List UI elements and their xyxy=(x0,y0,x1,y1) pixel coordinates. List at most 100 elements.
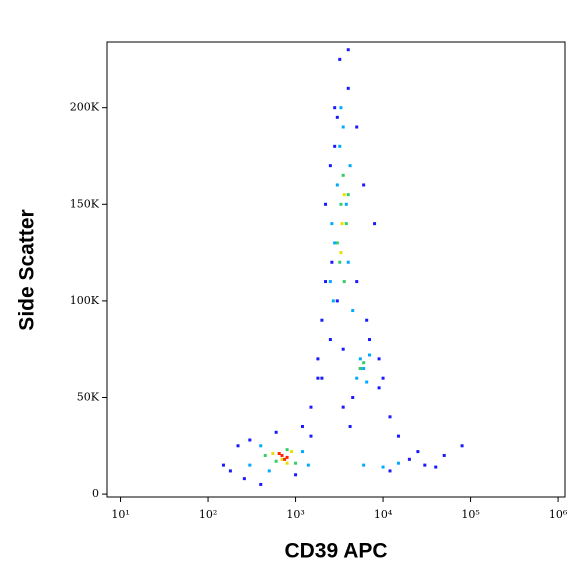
data-point xyxy=(396,434,400,438)
data-point xyxy=(300,450,304,454)
data-point xyxy=(423,463,427,467)
data-point xyxy=(344,222,348,226)
data-point xyxy=(341,173,345,177)
y-tick-label: 200K xyxy=(70,101,100,114)
data-point xyxy=(358,357,362,361)
data-point xyxy=(396,461,400,465)
x-tick-label: 10⁴ xyxy=(374,508,393,521)
y-tick-label: 150K xyxy=(70,197,100,210)
data-point xyxy=(434,465,438,469)
data-point xyxy=(341,405,345,409)
data-point xyxy=(335,183,339,187)
data-point xyxy=(373,222,377,226)
y-tick-label: 100K xyxy=(70,294,100,307)
data-point xyxy=(339,251,343,255)
data-point xyxy=(259,444,263,448)
data-point xyxy=(290,450,294,454)
data-point xyxy=(351,309,355,313)
data-point xyxy=(362,463,366,467)
data-point xyxy=(346,86,350,90)
data-point xyxy=(259,482,263,486)
data-point xyxy=(341,125,345,129)
data-point xyxy=(328,164,332,168)
data-point xyxy=(338,57,342,61)
data-point xyxy=(442,453,446,457)
data-point xyxy=(342,280,346,284)
data-point xyxy=(339,106,343,110)
data-point xyxy=(285,461,289,465)
data-point xyxy=(340,222,344,226)
data-point xyxy=(331,299,335,303)
data-point xyxy=(368,338,372,342)
data-point xyxy=(324,202,328,206)
data-point xyxy=(335,241,339,245)
data-point xyxy=(274,459,278,463)
y-tick-label: 50K xyxy=(77,390,100,403)
data-point xyxy=(236,444,240,448)
data-point xyxy=(338,260,342,264)
data-point xyxy=(362,183,366,187)
data-point xyxy=(267,469,271,473)
data-point xyxy=(333,144,337,148)
plot-frame xyxy=(106,41,566,498)
data-point xyxy=(338,144,342,148)
data-point xyxy=(381,465,385,469)
data-point xyxy=(330,222,334,226)
data-point xyxy=(362,361,366,365)
data-point xyxy=(365,318,369,322)
data-point xyxy=(294,473,298,477)
data-point xyxy=(300,424,304,428)
data-point xyxy=(280,453,284,457)
data-point xyxy=(348,424,352,428)
data-point xyxy=(263,453,267,457)
data-point xyxy=(346,260,350,264)
data-point xyxy=(330,260,334,264)
data-point xyxy=(368,353,372,357)
x-tick-label: 10¹ xyxy=(111,508,129,521)
data-point xyxy=(335,115,339,119)
data-point xyxy=(248,438,252,442)
x-tick-label: 10⁶ xyxy=(549,508,568,521)
data-point xyxy=(339,202,343,206)
data-point xyxy=(271,452,275,456)
data-point xyxy=(320,376,324,380)
data-point xyxy=(355,125,359,129)
data-point xyxy=(377,357,381,361)
data-point xyxy=(283,457,287,461)
data-point xyxy=(333,106,337,110)
data-point xyxy=(309,434,313,438)
y-axis-label: Side Scatter xyxy=(16,209,39,330)
data-point xyxy=(228,469,232,473)
data-point xyxy=(324,280,328,284)
data-point xyxy=(274,430,278,434)
data-point xyxy=(344,202,348,206)
data-point xyxy=(351,395,355,399)
data-point xyxy=(365,380,369,384)
data-point xyxy=(248,463,252,467)
data-point xyxy=(306,463,310,467)
data-point xyxy=(320,318,324,322)
data-point xyxy=(333,241,337,245)
x-axis-label: CD39 APC xyxy=(284,540,387,563)
data-point xyxy=(407,457,411,461)
data-point xyxy=(309,405,313,409)
data-point xyxy=(221,463,225,467)
data-point xyxy=(362,367,366,371)
data-point xyxy=(381,376,385,380)
x-tick-label: 10² xyxy=(199,508,217,521)
data-point xyxy=(285,448,289,452)
data-point xyxy=(335,299,339,303)
data-point xyxy=(342,193,346,197)
data-point xyxy=(316,376,320,380)
data-point xyxy=(294,461,298,465)
data-point xyxy=(358,367,362,371)
data-point xyxy=(460,444,464,448)
data-point xyxy=(416,450,420,454)
data-point xyxy=(316,357,320,361)
data-point xyxy=(277,452,281,456)
data-point xyxy=(346,193,350,197)
x-tick-label: 10³ xyxy=(286,508,304,521)
data-point xyxy=(377,386,381,390)
data-point xyxy=(355,376,359,380)
y-tick-label: 0 xyxy=(92,487,99,500)
